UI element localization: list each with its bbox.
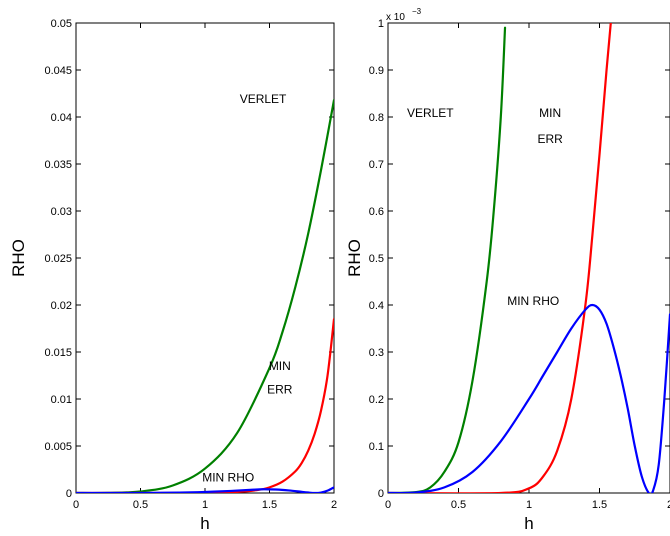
right-chart-panel: 0 0.5 1 1.5 2 0 0.1 0.2 0.3 0.4 0.5 0.6 0.7 0.8 0.9 1 h R… [345, 7, 670, 533]
y-tick-label: 0.05 [51, 18, 72, 30]
curve-annotation: MIN [269, 359, 291, 373]
y-tick-label: 0.025 [44, 253, 72, 265]
y-tick-label: 0.5 [369, 253, 384, 265]
y-tick-label: 0.9 [369, 65, 384, 77]
y-tick-label: 0.6 [369, 206, 384, 218]
x-tick-label: 2 [331, 499, 337, 511]
curve-annotation: ERR [537, 132, 563, 146]
x-tick-label: 0.5 [133, 499, 148, 511]
y-tick-label: 0.1 [369, 441, 384, 453]
curve-annotation: VERLET [407, 106, 454, 120]
series-line-min-err [76, 318, 334, 493]
series-line-min-rho [76, 486, 334, 493]
curve-annotation: MIN RHO [507, 294, 559, 308]
y-tick-label: 0.02 [51, 300, 72, 312]
x-tick-label: 1 [526, 499, 532, 511]
x-tick-label: 0 [73, 499, 79, 511]
y-axis-exponent-power: −3 [412, 7, 422, 16]
x-axis-label: h [200, 514, 209, 533]
y-axis-exponent-label: x 10 [386, 12, 405, 23]
series-line-min-err [388, 23, 612, 493]
x-tick-label: 0.5 [451, 499, 466, 511]
y-tick-label: 0.035 [44, 159, 72, 171]
y-tick-label: 0.8 [369, 112, 384, 124]
y-tick-label: 0.03 [51, 206, 72, 218]
plot-axes-box [387, 22, 670, 494]
series-line-min-rho [388, 303, 670, 493]
y-tick-label: 0.4 [369, 300, 384, 312]
x-tick-label: 1.5 [592, 499, 607, 511]
left-chart-panel: 0 0.5 1 1.5 2 0 0.005 0.01 0.015 0.02 0.025 0.03 0.0… [9, 18, 337, 533]
y-tick-label: 0 [378, 488, 384, 500]
x-axis-label: h [524, 514, 533, 533]
y-axis-label: RHO [345, 239, 364, 277]
x-tick-label: 0 [385, 499, 391, 511]
y-tick-label: 0.045 [44, 65, 72, 77]
curve-annotation: MIN [539, 106, 561, 120]
plot-axes-box [75, 22, 335, 494]
series-line-verlet [388, 26, 507, 493]
y-tick-label: 0.01 [51, 394, 72, 406]
y-tick-label: 0.3 [369, 347, 384, 359]
x-tick-label: 1 [202, 499, 208, 511]
curve-annotation: VERLET [240, 92, 287, 106]
y-tick-label: 0.2 [369, 394, 384, 406]
x-tick-label: 1.5 [262, 499, 277, 511]
y-tick-label: 0.7 [369, 159, 384, 171]
y-tick-label: 1 [378, 18, 384, 30]
y-axis-label: RHO [9, 239, 28, 277]
y-tick-label: 0.005 [44, 441, 72, 453]
x-tick-label: 2 [667, 499, 670, 511]
y-tick-label: 0.015 [44, 347, 72, 359]
series-line-verlet [76, 98, 334, 493]
y-tick-label: 0 [66, 488, 72, 500]
curve-annotation: ERR [267, 382, 293, 396]
y-tick-label: 0.04 [51, 112, 72, 124]
curve-annotation: MIN RHO [202, 471, 254, 485]
